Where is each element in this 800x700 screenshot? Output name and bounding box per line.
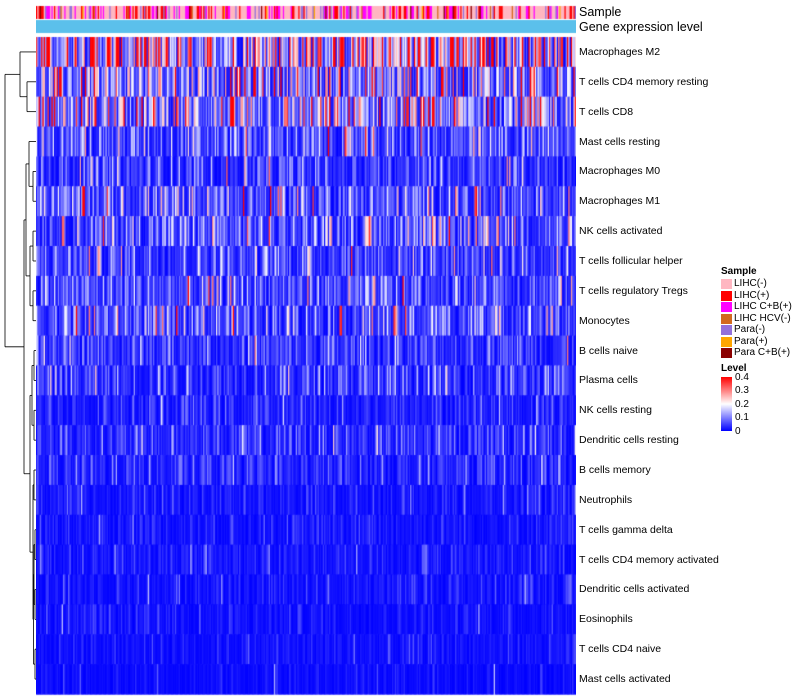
heatmap-grid bbox=[36, 0, 576, 700]
legend-label: LIHC(+) bbox=[734, 289, 770, 301]
level-legend: Level 0.4 0.3 0.2 0.1 0 bbox=[721, 362, 800, 437]
row-label: T cells follicular helper bbox=[579, 254, 683, 267]
row-label: T cells gamma delta bbox=[579, 523, 673, 536]
row-label: NK cells activated bbox=[579, 225, 663, 238]
sample-legend-item: Para(+) bbox=[721, 336, 800, 348]
row-label: Eosinophils bbox=[579, 613, 633, 626]
legend-label: LIHC(-) bbox=[734, 278, 767, 289]
level-tick: 0.1 bbox=[735, 412, 749, 423]
legend-label: Para C+B(+) bbox=[734, 347, 791, 358]
row-label: Monocytes bbox=[579, 314, 630, 327]
row-label: Macrophages M1 bbox=[579, 195, 661, 208]
row-label: Mast cells activated bbox=[579, 673, 671, 686]
annotation-label-sample: Sample bbox=[579, 5, 622, 19]
row-label: Dendritic cells activated bbox=[579, 583, 690, 596]
row-label: T cells regulatory Tregs bbox=[579, 284, 688, 297]
level-tick: 0 bbox=[735, 425, 741, 437]
row-label: Neutrophils bbox=[579, 493, 633, 506]
row-label: Dendritic cells resting bbox=[579, 434, 679, 447]
sample-legend-title: Sample bbox=[721, 266, 757, 277]
row-label: Mast cells resting bbox=[579, 135, 661, 148]
row-label: B cells naive bbox=[579, 344, 638, 357]
row-label: T cells CD4 memory resting bbox=[579, 75, 709, 88]
level-tick: 0.3 bbox=[735, 385, 749, 396]
legend-label: LIHC HCV(-) bbox=[734, 312, 791, 324]
legend: Sample LIHC(-) LIHC(+) LIHC C+B(+) LIHC HCV… bbox=[721, 266, 800, 437]
legend-label: Para(-) bbox=[734, 324, 766, 335]
level-tick: 0.2 bbox=[735, 398, 749, 410]
sample-legend-item: LIHC(+) bbox=[721, 290, 800, 302]
legend-swatch bbox=[721, 336, 732, 347]
sample-legend-item: LIHC(-) bbox=[721, 278, 800, 290]
row-label: T cells CD4 memory activated bbox=[579, 553, 719, 566]
row-label: NK cells resting bbox=[579, 404, 652, 417]
level-color-bar bbox=[721, 376, 732, 431]
row-label: Macrophages M0 bbox=[579, 165, 661, 178]
row-dendrogram bbox=[4, 51, 36, 680]
row-label: T cells CD4 naive bbox=[579, 643, 662, 656]
sample-legend-item: LIHC HCV(-) bbox=[721, 313, 800, 325]
sample-legend-item: LIHC C+B(+) bbox=[721, 301, 800, 313]
legend-swatch bbox=[721, 313, 732, 324]
legend-label: LIHC C+B(+) bbox=[734, 301, 792, 312]
sample-legend-item: Para(-) bbox=[721, 324, 800, 336]
legend-swatch bbox=[721, 302, 732, 312]
legend-swatch bbox=[721, 348, 732, 358]
legend-swatch bbox=[721, 279, 732, 289]
row-label: T cells CD8 bbox=[579, 105, 634, 118]
sample-legend-items: LIHC(-) LIHC(+) LIHC C+B(+) LIHC HCV(-) Para… bbox=[721, 278, 800, 359]
row-label: Macrophages M2 bbox=[579, 45, 661, 58]
sample-legend-item: Para C+B(+) bbox=[721, 347, 800, 359]
legend-label: Para(+) bbox=[734, 335, 768, 347]
annotation-label-expression: Gene expression level bbox=[579, 20, 703, 34]
legend-swatch bbox=[721, 325, 732, 335]
legend-swatch bbox=[721, 290, 732, 301]
row-label: B cells memory bbox=[579, 464, 651, 477]
level-legend-title: Level bbox=[721, 362, 747, 374]
level-tick: 0.4 bbox=[735, 371, 749, 383]
row-label: Plasma cells bbox=[579, 374, 638, 387]
